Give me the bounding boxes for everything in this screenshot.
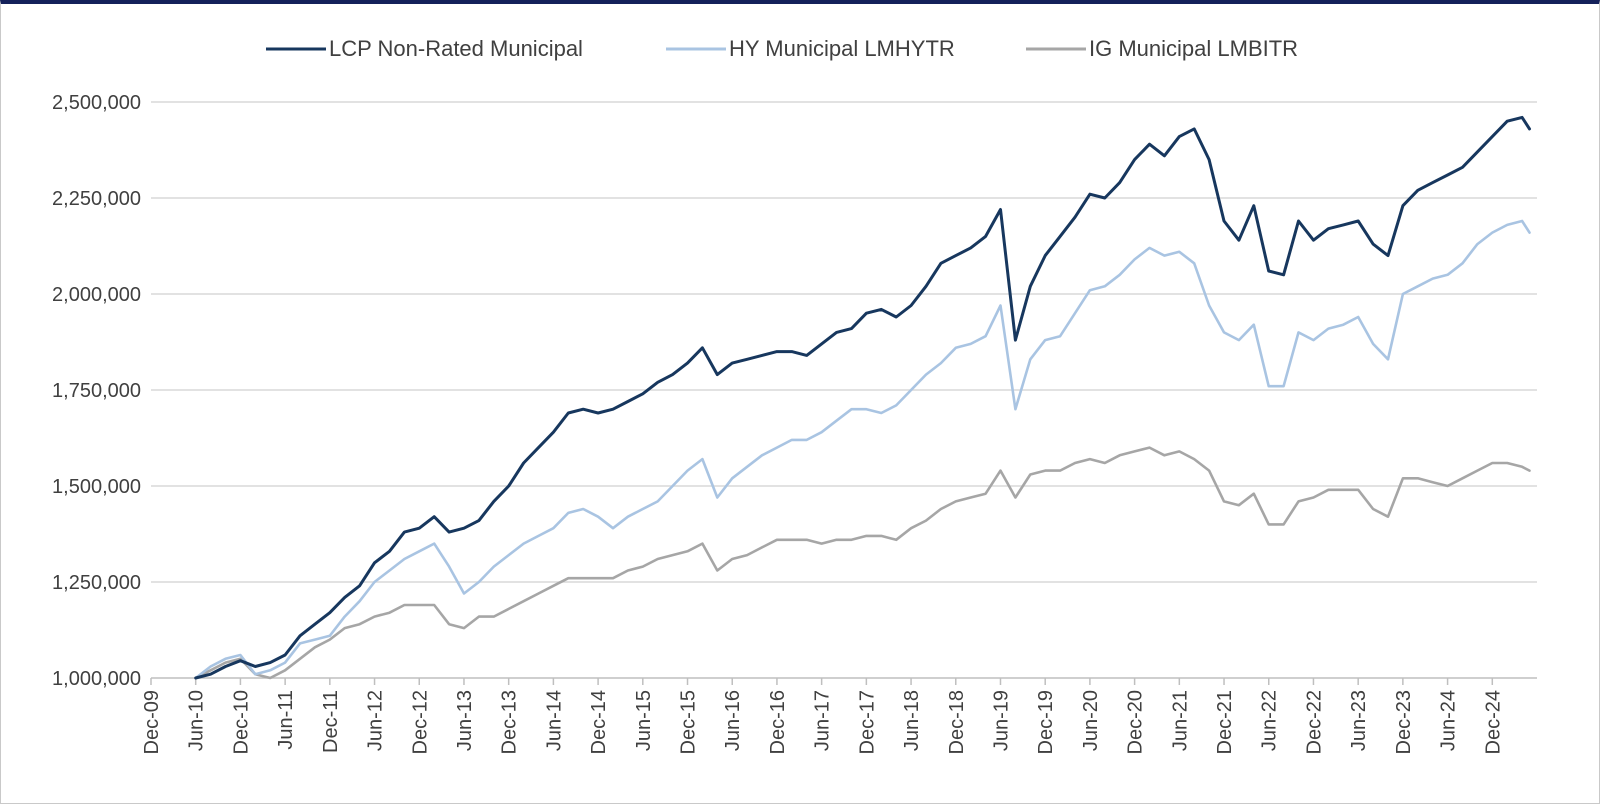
legend-label-2: IG Municipal LMBITR <box>1089 36 1298 61</box>
x-tick-label: Jun-17 <box>812 690 834 751</box>
legend-label-0: LCP Non-Rated Municipal <box>329 36 583 61</box>
series-line-1 <box>194 219 1531 680</box>
series-line-0 <box>194 115 1531 680</box>
x-tick-label: Dec-11 <box>320 690 342 753</box>
x-tick-label: Dec-24 <box>1482 690 1504 754</box>
x-tick-label: Dec-17 <box>856 690 878 754</box>
x-tick-label: Jun-11 <box>275 690 297 750</box>
x-tick-label: Jun-14 <box>543 690 565 751</box>
y-tick-label: 1,000,000 <box>52 668 141 690</box>
x-tick-label: Dec-22 <box>1303 690 1325 754</box>
x-tick-label: Dec-13 <box>499 690 521 754</box>
x-tick-label: Dec-12 <box>409 690 431 754</box>
y-tick-label: 1,750,000 <box>52 380 141 402</box>
x-tick-label: Jun-18 <box>901 690 923 751</box>
x-tick-label: Dec-14 <box>588 690 610 754</box>
legend-label-1: HY Municipal LMHYTR <box>729 36 955 61</box>
y-tick-label: 1,500,000 <box>52 476 141 498</box>
line-chart: 1,000,000 1,250,000 1,500,000 1,750,000 2,00… <box>52 36 1537 754</box>
x-tick-label: Jun-19 <box>990 690 1012 751</box>
y-tick-label: 2,250,000 <box>52 188 141 210</box>
series-line-2 <box>194 446 1531 680</box>
y-tick-label: 2,000,000 <box>52 284 141 306</box>
x-tick-label: Jun-16 <box>722 690 744 751</box>
x-tick-label: Dec-20 <box>1125 690 1147 754</box>
legend: LCP Non-Rated Municipal HY Municipal LMHY… <box>266 36 1298 61</box>
x-tick-label: Jun-24 <box>1438 690 1460 751</box>
x-tick-label: Dec-09 <box>141 690 163 754</box>
x-tick-label: Jun-10 <box>186 690 208 751</box>
x-axis: Dec-09 Jun-10 Dec-10 Jun-11 Dec-11 Jun-12 Dec-… <box>141 678 1504 754</box>
y-tick-label: 2,500,000 <box>52 92 141 114</box>
x-tick-label: Dec-23 <box>1393 690 1415 754</box>
x-tick-label: Jun-12 <box>365 690 387 751</box>
x-tick-label: Jun-15 <box>633 690 655 751</box>
x-tick-label: Jun-13 <box>454 690 476 751</box>
x-tick-label: Dec-15 <box>678 690 700 754</box>
x-tick-label: Dec-10 <box>230 690 252 754</box>
series-lines <box>194 115 1531 680</box>
y-axis-tick-labels: 1,000,000 1,250,000 1,500,000 1,750,000 2,00… <box>52 92 141 690</box>
x-tick-label: Dec-21 <box>1214 690 1236 754</box>
x-tick-label: Jun-23 <box>1348 690 1370 751</box>
x-tick-label: Dec-16 <box>767 690 789 754</box>
y-tick-label: 1,250,000 <box>52 572 141 594</box>
x-tick-label: Jun-22 <box>1259 690 1281 751</box>
gridlines <box>151 101 1537 679</box>
x-tick-label: Dec-18 <box>946 690 968 754</box>
x-tick-label: Jun-20 <box>1080 690 1102 751</box>
x-tick-label: Dec-19 <box>1035 690 1057 754</box>
x-tick-label: Jun-21 <box>1169 690 1191 751</box>
